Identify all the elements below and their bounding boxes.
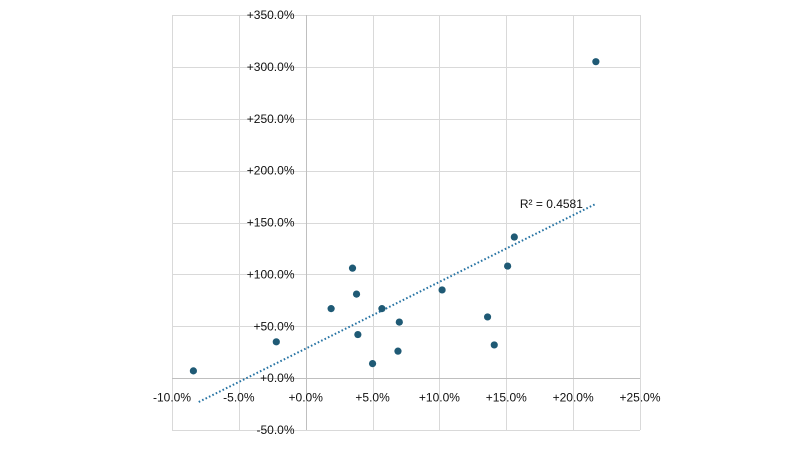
- trendline-layer: [198, 202, 597, 403]
- data-point-0-9: [395, 318, 403, 326]
- data-point-0-12: [490, 341, 498, 349]
- y-tick-label-1: +0.0%: [260, 371, 295, 385]
- data-point-0-8: [394, 347, 402, 355]
- x-tick-label-2: +0.0%: [289, 391, 324, 405]
- x-tick-label-7: +25.0%: [619, 391, 660, 405]
- grid-layer: [172, 15, 641, 431]
- trendline: [198, 202, 597, 403]
- data-points-layer: [189, 58, 600, 375]
- y-tick-label-5: +200.0%: [247, 164, 295, 178]
- tick-labels-layer: R² = 0.4581 -10.0% -5.0% +0.0% +5.0% +10.0% +1…: [153, 8, 661, 437]
- y-tick-label-8: +350.0%: [247, 8, 295, 22]
- x-tick-label-1: -5.0%: [223, 391, 255, 405]
- x-tick-label-0: -10.0%: [153, 391, 191, 405]
- data-point-0-15: [592, 58, 600, 66]
- x-tick-label-5: +15.0%: [486, 391, 527, 405]
- y-tick-label-3: +100.0%: [247, 267, 295, 281]
- axis-layer: [172, 15, 640, 430]
- y-tick-label-4: +150.0%: [247, 216, 295, 230]
- data-point-0-3: [348, 264, 357, 272]
- data-point-0-10: [438, 286, 446, 294]
- data-point-0-5: [354, 330, 362, 339]
- x-tick-label-4: +10.0%: [419, 391, 460, 405]
- data-point-0-7: [378, 305, 386, 313]
- y-tick-label-6: +250.0%: [247, 112, 295, 126]
- y-tick-label-0: -50.0%: [256, 423, 294, 437]
- data-point-0-2: [327, 305, 335, 313]
- data-point-0-4: [352, 290, 361, 298]
- data-point-0-11: [483, 313, 492, 321]
- data-point-0-6: [368, 360, 377, 368]
- data-point-0-13: [504, 262, 512, 270]
- r-squared-label: R² = 0.4581: [520, 197, 583, 211]
- x-tick-label-3: +5.0%: [355, 391, 390, 405]
- data-point-0-14: [510, 233, 518, 241]
- x-tick-label-6: +20.0%: [553, 391, 594, 405]
- data-point-0-0: [189, 367, 197, 375]
- data-point-0-1: [272, 338, 280, 346]
- y-tick-label-2: +50.0%: [253, 319, 294, 333]
- y-tick-label-7: +300.0%: [247, 60, 295, 74]
